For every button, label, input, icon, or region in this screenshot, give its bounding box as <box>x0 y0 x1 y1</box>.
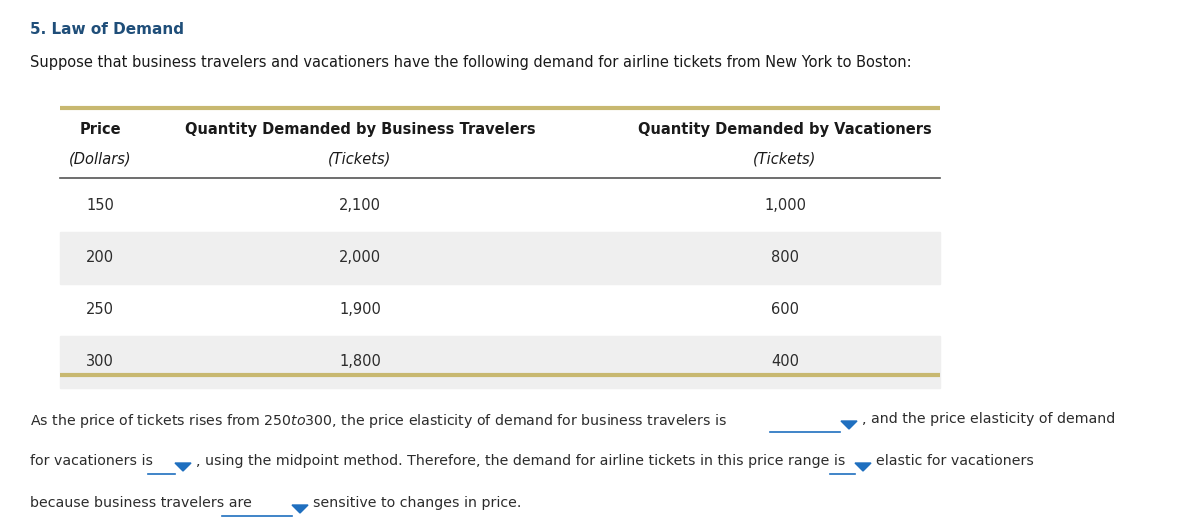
Text: 250: 250 <box>86 302 114 317</box>
Text: because business travelers are: because business travelers are <box>30 496 252 510</box>
Text: 1,900: 1,900 <box>340 302 380 317</box>
Text: elastic for vacationers: elastic for vacationers <box>876 454 1034 468</box>
Text: 2,100: 2,100 <box>340 199 382 213</box>
Text: (Tickets): (Tickets) <box>329 152 391 167</box>
Text: 1,800: 1,800 <box>340 355 380 369</box>
Text: 2,000: 2,000 <box>338 250 382 266</box>
Text: Quantity Demanded by Vacationers: Quantity Demanded by Vacationers <box>638 122 932 137</box>
Text: 1,000: 1,000 <box>764 199 806 213</box>
Text: Price: Price <box>79 122 121 137</box>
Text: As the price of tickets rises from $250 to $300, the price elasticity of demand : As the price of tickets rises from $250 … <box>30 412 727 430</box>
Polygon shape <box>854 463 871 471</box>
Polygon shape <box>292 505 308 513</box>
Text: 800: 800 <box>772 250 799 266</box>
Text: , using the midpoint method. Therefore, the demand for airline tickets in this p: , using the midpoint method. Therefore, … <box>196 454 845 468</box>
Text: 400: 400 <box>772 355 799 369</box>
Text: 5. Law of Demand: 5. Law of Demand <box>30 22 184 37</box>
Bar <box>60 232 940 284</box>
Text: Suppose that business travelers and vacationers have the following demand for ai: Suppose that business travelers and vaca… <box>30 55 912 70</box>
Text: sensitive to changes in price.: sensitive to changes in price. <box>313 496 521 510</box>
Text: 300: 300 <box>86 355 114 369</box>
Polygon shape <box>841 421 857 429</box>
Text: 200: 200 <box>86 250 114 266</box>
Text: , and the price elasticity of demand: , and the price elasticity of demand <box>862 412 1115 426</box>
Text: (Dollars): (Dollars) <box>68 152 131 167</box>
Text: Quantity Demanded by Business Travelers: Quantity Demanded by Business Travelers <box>185 122 535 137</box>
Text: for vacationers is: for vacationers is <box>30 454 154 468</box>
Polygon shape <box>175 463 191 471</box>
Text: 150: 150 <box>86 199 114 213</box>
Text: (Tickets): (Tickets) <box>754 152 817 167</box>
Bar <box>60 336 940 388</box>
Text: 600: 600 <box>772 302 799 317</box>
